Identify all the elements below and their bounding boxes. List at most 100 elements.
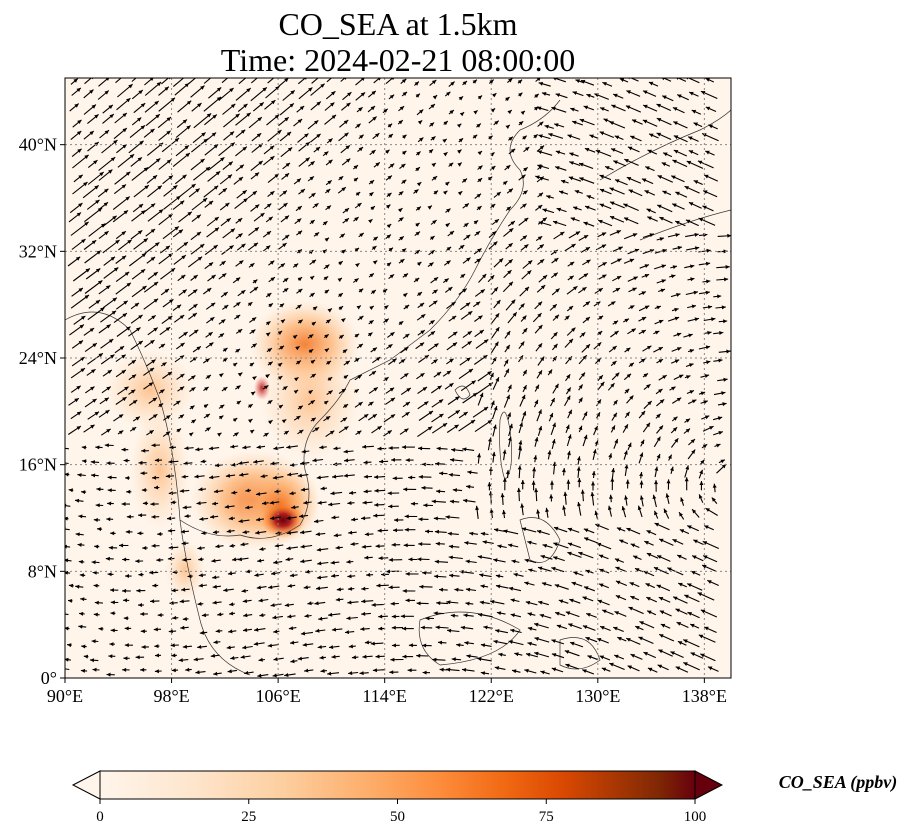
wind-vector-head [269,500,274,505]
wind-vector-head [312,458,317,463]
wind-vector [373,78,381,84]
wind-vector-head [539,244,544,249]
wind-vector-head [614,439,618,444]
wind-vector-head [553,272,558,277]
wind-vector-head [344,218,349,223]
wind-vector-head [618,246,623,251]
wind-vector-head [527,540,532,545]
wind-vector-head [455,396,460,401]
wind-vector-head [316,133,321,138]
wind-vector-head [709,426,714,430]
wind-vector-head [591,481,595,486]
wind-vector-head [467,341,472,346]
wind-vector-head [344,132,349,137]
wind-vector-head [172,615,177,620]
wind-vector-head [341,318,346,323]
wind-vector-head [432,220,437,225]
wind-vector-head [298,288,303,293]
wind-vector-head [527,612,532,617]
wind-vector [65,447,69,450]
wind-vector-head [297,656,302,661]
wind-vector-head [204,387,209,391]
wind-vector-head [493,287,498,292]
wind-vector-head [498,258,504,263]
wind-vector-head [630,135,635,140]
wind-vector-head [259,102,264,107]
wind-vector-head [388,344,393,349]
gridlines [65,78,731,678]
wind-vector-head [462,81,467,86]
wind-vector-head [578,425,583,431]
wind-vector-head [402,626,407,631]
wind-vector-head [236,400,241,405]
wind-vector-head [153,627,158,632]
wind-vector-head [300,461,305,466]
wind-vector-head [359,316,364,320]
wind-vector-head [89,328,95,332]
wind-vector-head [170,500,175,505]
wind-vector-head [372,246,377,251]
wind-vector-head [674,307,679,312]
wind-vector-head [391,542,396,547]
wind-vector-head [179,200,185,205]
chart-title: CO_SEA at 1.5km [278,6,518,42]
wind-vector-head [122,397,127,402]
wind-vector-head [362,444,367,449]
wind-vector-head [112,215,117,220]
wind-vector-head [124,626,129,631]
wind-vector-head [242,530,247,535]
wind-vector-head [723,377,728,382]
wind-vector-head [318,616,323,621]
wind-vector-head [624,495,628,500]
wind-vector-head [297,277,303,282]
wind-vector-head [614,135,620,140]
wind-vector-head [644,274,650,278]
wind-vector-head [432,95,438,100]
wind-vector-head [106,517,111,522]
wind-vector-head [358,288,364,293]
wind-vector-head [331,627,337,632]
wind-vector-head [273,560,278,565]
wind-vector-head [314,232,320,237]
wind-vector-head [520,303,525,308]
wind-vector-head [445,181,450,186]
wind-vector-head [447,628,452,633]
wind-vector-head [423,503,428,508]
wind-vector-head [240,655,245,659]
wind-vector-head [705,345,711,350]
wind-vector-head [707,305,713,309]
wind-vector-head [389,387,395,392]
wind-vector-head [171,668,176,673]
wind-vector-head [347,586,353,591]
wind-vector-head [229,88,234,93]
wind-vector-head [568,176,574,181]
wind-vector-head [160,343,165,348]
wind-vector-head [316,101,321,106]
wind-vector-head [721,464,727,469]
wind-vector-head [113,140,118,145]
wind-vector-head [346,616,351,621]
wind-vector-head [106,386,111,391]
wind-vector-head [494,120,499,125]
wind-vector-head [518,446,523,451]
wind-vector-head [221,273,227,278]
wind-vector-head [279,303,285,308]
wind-vector-head [698,494,703,499]
wind-vector-head [600,626,605,630]
wind-vector-head [198,487,203,492]
wind-vector-head [422,570,427,575]
wind-vector-head [674,316,680,321]
wind-vector-head [538,370,542,375]
wind-vector-head [385,149,390,154]
wind-vector-head [608,453,613,458]
wind-vector-head [253,287,258,291]
wind-vector-head [477,248,482,253]
wind-vector-head [571,244,576,248]
wind-vector-head [656,118,662,122]
wind-vector-head [524,286,529,292]
wind-vector-head [83,654,88,659]
wind-vector-head [556,624,562,629]
wind-vector-head [451,657,456,662]
wind-vector-head [110,157,116,162]
wind-vector-head [289,491,294,496]
